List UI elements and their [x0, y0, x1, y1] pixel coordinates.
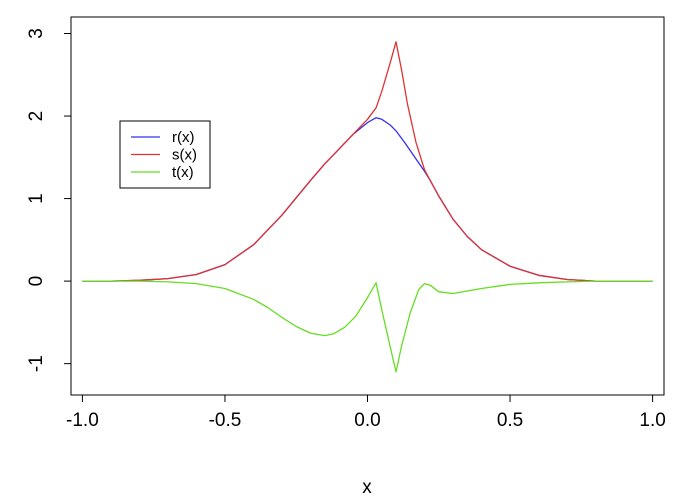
plot-frame [70, 16, 665, 396]
legend-label-tx: t(x) [172, 164, 194, 181]
y-tick-label: 0 [26, 276, 47, 287]
x-axis-title: x [362, 477, 372, 498]
series-line-tx [82, 280, 653, 373]
y-axis: -1 0 1 2 3 [26, 28, 72, 372]
x-tick-label: -0.5 [209, 410, 242, 431]
x-tick-label: 0.0 [354, 410, 380, 431]
series-layer [82, 41, 653, 373]
x-tick-label: 1.0 [639, 410, 665, 431]
legend-label-rx: r(x) [172, 129, 195, 146]
x-tick-label: -1.0 [66, 410, 99, 431]
x-axis: -1.0 -0.5 0.0 0.5 1.0 [66, 394, 666, 431]
y-tick-label: 1 [26, 193, 47, 204]
legend: r(x)s(x)t(x) [119, 120, 211, 189]
y-tick-label: 3 [26, 28, 47, 39]
y-tick-label: 2 [26, 111, 47, 122]
legend-label-sx: s(x) [172, 147, 197, 164]
x-tick-label: 0.5 [497, 410, 523, 431]
series-line-sx [82, 41, 653, 282]
y-tick-label: -1 [26, 355, 47, 372]
